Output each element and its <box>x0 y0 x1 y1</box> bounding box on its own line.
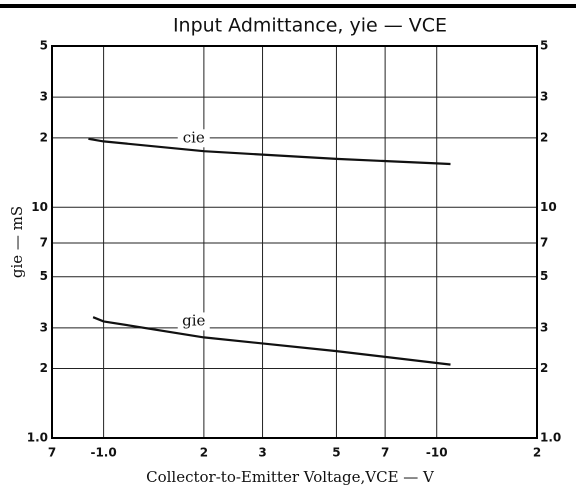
y-tick-label: 1.0 <box>27 431 48 445</box>
y-tick-label-right: 3 <box>540 90 548 104</box>
y-tick-label-right: 2 <box>540 130 548 144</box>
series-label: gie <box>182 311 205 329</box>
x-tick-label: 2 <box>533 446 541 460</box>
x-tick-label: 7 <box>48 446 56 460</box>
y-tick-label: 3 <box>40 90 48 104</box>
y-tick-label: 5 <box>40 39 48 53</box>
series-line <box>92 316 451 366</box>
y-tick-label-right: 3 <box>540 320 548 334</box>
x-tick-label: 2 <box>200 446 208 460</box>
series-label: cie <box>183 128 205 146</box>
series-line <box>88 137 451 166</box>
x-tick-label: -1.0 <box>90 446 116 460</box>
y-tick-label: 7 <box>40 236 48 250</box>
series-label-bg <box>177 129 210 148</box>
x-tick-label: -10 <box>426 446 448 460</box>
y-axis-label: gie — mS <box>8 206 26 278</box>
y-tick-label-right: 10 <box>540 200 557 214</box>
y-tick-label: 5 <box>40 269 48 283</box>
y-tick-label: 2 <box>40 361 48 375</box>
x-tick-label: 5 <box>332 446 340 460</box>
y-tick-label-right: 2 <box>540 361 548 375</box>
y-tick-label-right: 1.0 <box>540 431 561 445</box>
chart-title: Input Admittance, yie — VCE <box>173 15 447 37</box>
y-tick-label-right: 5 <box>540 39 548 53</box>
plot-frame <box>51 45 538 439</box>
x-tick-label: 7 <box>381 446 389 460</box>
y-tick-label-right: 5 <box>540 269 548 283</box>
y-tick-label: 2 <box>40 130 48 144</box>
x-axis-label: Collector-to-Emitter Voltage,VCE — V <box>146 468 435 486</box>
y-tick-label: 10 <box>31 200 48 214</box>
series-label-bg <box>177 312 210 331</box>
x-tick-label: 3 <box>258 446 266 460</box>
y-tick-label: 3 <box>40 320 48 334</box>
y-tick-label-right: 7 <box>540 236 548 250</box>
